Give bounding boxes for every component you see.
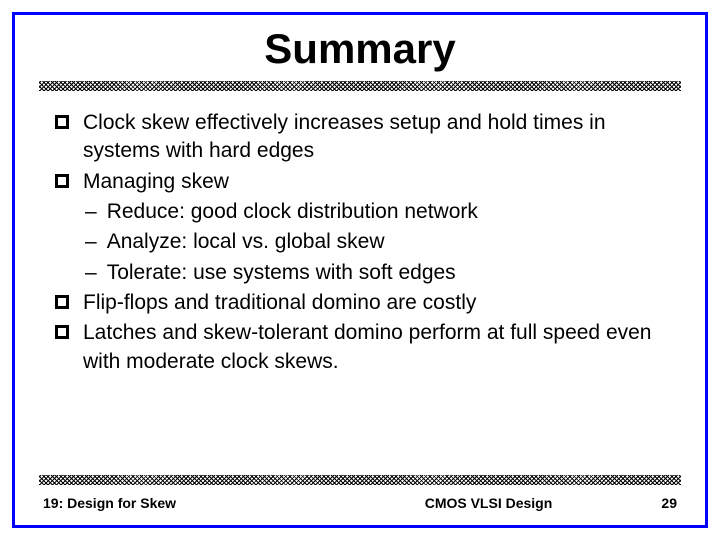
- bullet-text: Flip-flops and traditional domino are co…: [83, 289, 665, 317]
- sub-bullet-text: Tolerate: use systems with soft edges: [107, 259, 456, 287]
- footer-row: 19: Design for Skew CMOS VLSI Design 29: [15, 495, 705, 511]
- bullet-item: Clock skew effectively increases setup a…: [55, 109, 665, 166]
- divider-bottom: [39, 475, 681, 485]
- bullet-text: Latches and skew-tolerant domino perform…: [83, 319, 665, 376]
- sub-bullet-item: – Reduce: good clock distribution networ…: [55, 198, 665, 226]
- footer-center: CMOS VLSI Design: [340, 495, 637, 511]
- bullet-item: Managing skew: [55, 168, 665, 196]
- slide-title: Summary: [15, 25, 705, 73]
- bullet-text: Clock skew effectively increases setup a…: [83, 109, 665, 166]
- dash-icon: –: [85, 198, 97, 226]
- footer-left: 19: Design for Skew: [43, 495, 340, 511]
- divider-top: [39, 81, 681, 91]
- slide-frame: Summary Clock skew effectively increases…: [12, 12, 708, 528]
- dash-icon: –: [85, 259, 97, 287]
- checkbox-bullet-icon: [55, 325, 69, 339]
- dash-icon: –: [85, 228, 97, 256]
- sub-bullet-text: Analyze: local vs. global skew: [107, 228, 385, 256]
- slide-footer: 19: Design for Skew CMOS VLSI Design 29: [15, 475, 705, 511]
- bullet-text: Managing skew: [83, 168, 665, 196]
- sub-bullet-item: – Analyze: local vs. global skew: [55, 228, 665, 256]
- bullet-item: Latches and skew-tolerant domino perform…: [55, 319, 665, 376]
- slide-body: Clock skew effectively increases setup a…: [55, 109, 665, 376]
- bullet-item: Flip-flops and traditional domino are co…: [55, 289, 665, 317]
- sub-bullet-text: Reduce: good clock distribution network: [107, 198, 478, 226]
- checkbox-bullet-icon: [55, 295, 69, 309]
- footer-page-number: 29: [637, 495, 677, 511]
- sub-bullet-item: – Tolerate: use systems with soft edges: [55, 259, 665, 287]
- checkbox-bullet-icon: [55, 174, 69, 188]
- checkbox-bullet-icon: [55, 115, 69, 129]
